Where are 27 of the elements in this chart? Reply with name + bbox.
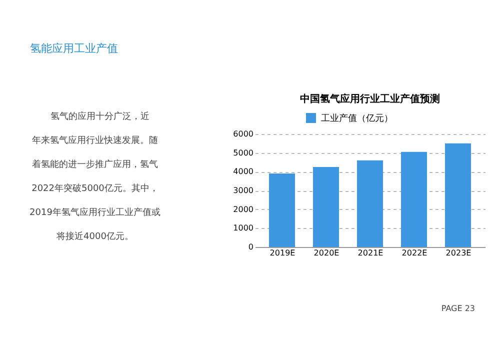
- legend-label: 工业产值（亿元）: [321, 113, 393, 124]
- y-tick-label: 6000: [233, 130, 254, 138]
- bar: [269, 174, 295, 247]
- x-tick-label: 2023E: [446, 248, 472, 258]
- text: 氢能应用工业产值: [30, 42, 118, 55]
- y-tick-label: 2000: [233, 204, 254, 214]
- y-tick-label: 4000: [233, 167, 254, 176]
- x-tick-label: 2022E: [402, 248, 428, 258]
- y-tick-label: 0: [248, 242, 254, 252]
- x-tick-label: 2020E: [314, 248, 340, 258]
- chart-title: 中国氢气应用行业工业产值预测: [300, 93, 440, 105]
- text: 氢气的应用十分广泛，近: [50, 111, 150, 122]
- y-tick-label: 3000: [233, 186, 254, 195]
- text: 着氢能的进一步推广应用，氢气: [32, 159, 158, 170]
- bar: [357, 160, 383, 247]
- x-tick-label: 2019E: [270, 248, 296, 258]
- text: 年来氢气应用行业快速发展。随: [32, 135, 158, 146]
- x-tick-label: 2021E: [358, 248, 384, 258]
- bar: [313, 166, 339, 247]
- text: PAGE 23: [441, 304, 475, 313]
- text: 将接近4000亿元。: [56, 231, 134, 242]
- text: 2019年氢气应用行业工业产值或: [30, 207, 160, 218]
- y-tick-label: 1000: [233, 224, 254, 233]
- bar: [401, 152, 427, 247]
- text: 2022年突破5000亿元。其中，: [32, 183, 158, 194]
- y-tick-label: 5000: [233, 148, 254, 158]
- bar: [445, 143, 471, 247]
